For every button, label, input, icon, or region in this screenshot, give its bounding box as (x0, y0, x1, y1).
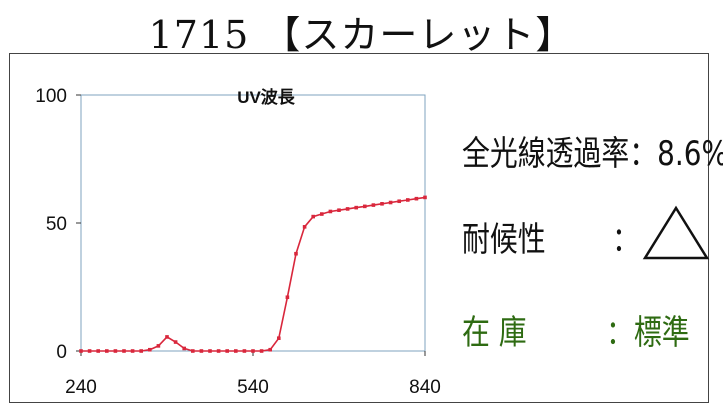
data-point (113, 349, 118, 353)
transmittance-row: 全光線透過率：8.6% (462, 126, 723, 175)
data-point (216, 349, 221, 353)
data-point (294, 251, 298, 256)
transmittance-label: 全光線透過率 (462, 134, 630, 174)
data-point (96, 349, 100, 353)
stock-value: ：標準 (606, 313, 690, 353)
data-point (277, 336, 281, 340)
data-point (199, 349, 204, 353)
data-point (423, 195, 427, 200)
y-tick-label: 100 (35, 86, 67, 107)
data-point (345, 207, 350, 211)
data-point (328, 209, 333, 214)
data-point (122, 349, 126, 353)
data-point (234, 349, 238, 353)
data-point (320, 212, 324, 216)
page-title: 1715 【スカーレット】 (148, 13, 575, 57)
data-point (311, 214, 315, 219)
data-point (208, 349, 212, 353)
data-point (406, 198, 410, 202)
data-point (388, 200, 393, 205)
stock-value-wrap: ：標準 (606, 305, 690, 354)
data-point (371, 203, 376, 207)
data-point (173, 340, 178, 344)
data-point (354, 205, 358, 210)
data-point (156, 344, 161, 348)
data-point (105, 349, 109, 353)
data-point (363, 204, 367, 209)
data-point (225, 349, 229, 353)
x-tick-label: 240 (65, 377, 97, 398)
transmittance-value: ：8.6% (629, 134, 723, 174)
data-point (79, 349, 83, 353)
chart-frame (9, 53, 709, 403)
durability-label: 耐候性 (462, 220, 546, 260)
data-point (182, 346, 186, 351)
triangle-icon (642, 205, 710, 260)
data-point (87, 349, 92, 353)
plot-area (80, 94, 426, 352)
y-tick-label: 50 (46, 214, 67, 235)
durability-colon-wrap: ： (612, 212, 640, 261)
chart-title: UV波長 (237, 87, 296, 107)
stock-row: 在 庫 (462, 305, 527, 354)
x-tick-label: 540 (237, 377, 269, 398)
data-point (259, 349, 264, 353)
data-point (380, 202, 384, 206)
data-point (148, 347, 152, 352)
data-point (268, 347, 272, 352)
data-point (414, 196, 419, 201)
durability-colon: ： (612, 220, 640, 260)
data-point (165, 335, 169, 339)
stock-label: 在 庫 (462, 313, 527, 353)
data-point (130, 349, 135, 353)
data-point (337, 208, 341, 212)
data-point (285, 295, 290, 300)
data-point (191, 349, 195, 353)
data-point (139, 349, 143, 353)
data-point (397, 199, 401, 204)
data-point (242, 349, 247, 353)
data-point (251, 349, 255, 353)
y-tick-label: 0 (56, 342, 67, 363)
durability-row: 耐候性 (462, 212, 546, 261)
data-point (302, 225, 307, 229)
x-tick-label: 840 (409, 377, 441, 398)
